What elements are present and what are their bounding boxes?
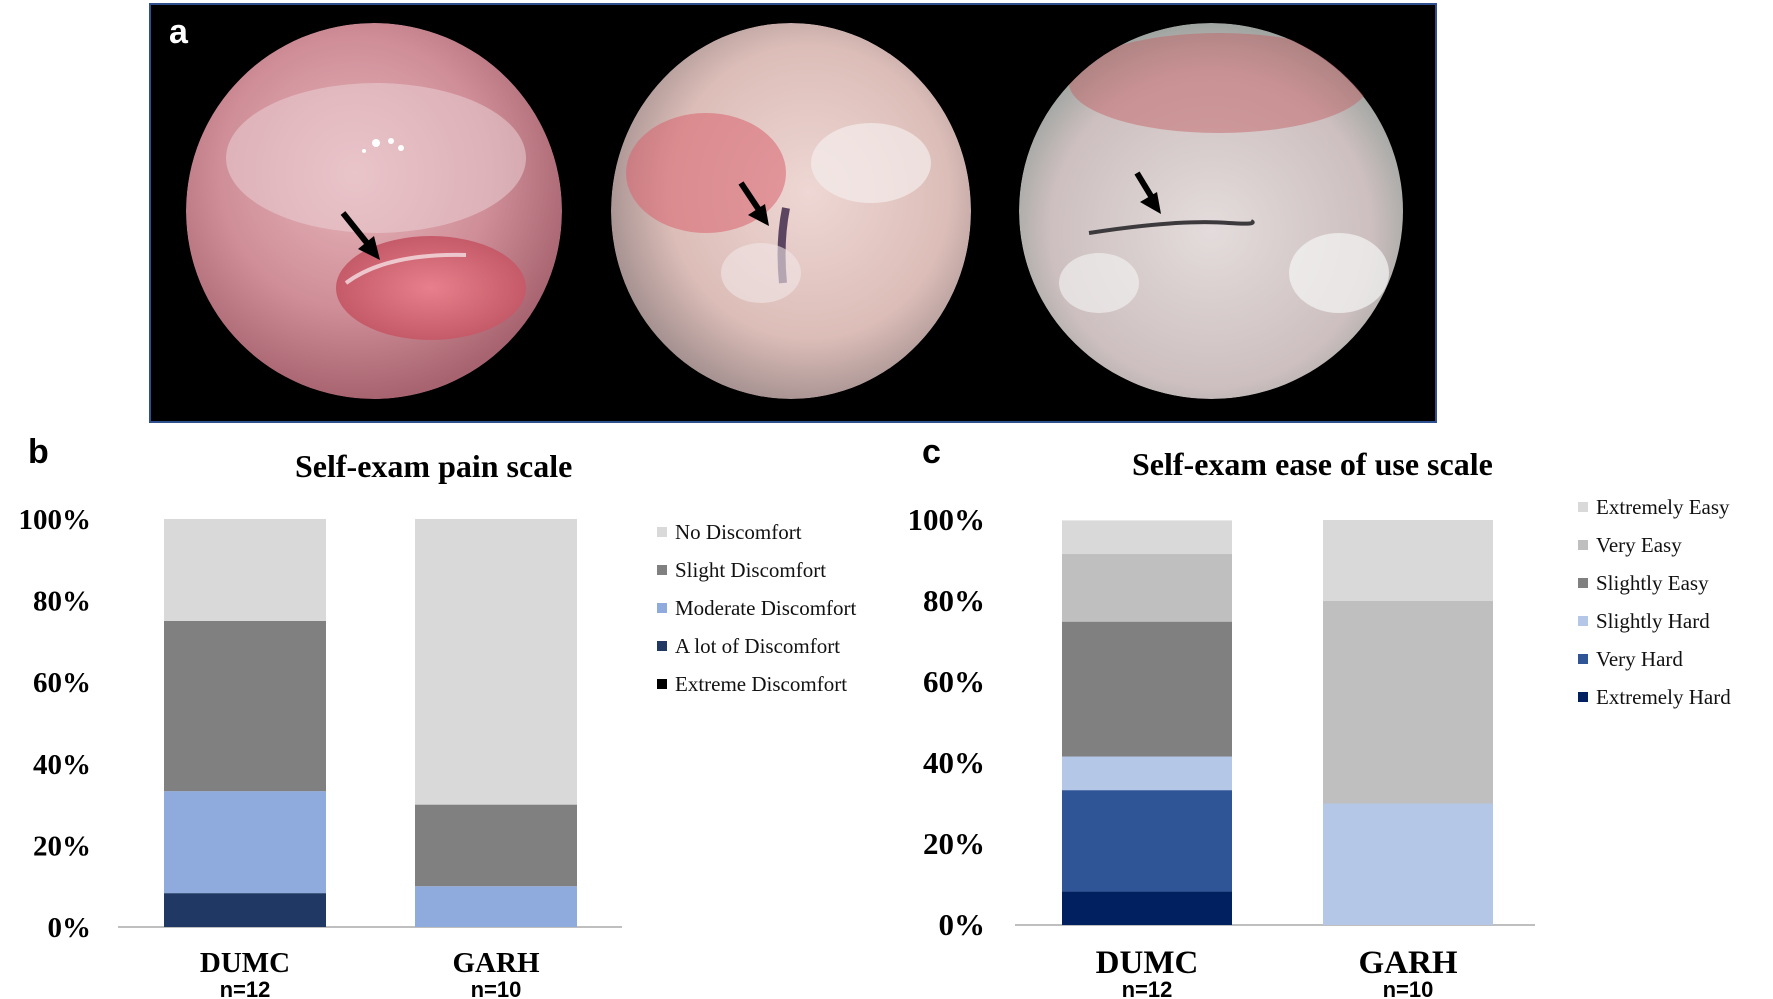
y-tick-label: 80% bbox=[923, 583, 985, 618]
sample-size-label: n=10 bbox=[471, 977, 522, 999]
bar-segment-dumc-very-hard bbox=[1062, 790, 1232, 892]
panel-letter-a: a bbox=[169, 13, 188, 51]
pain-scale-legend: No Discomfort Slight Discomfort Moderate D… bbox=[657, 513, 856, 703]
bar-segment-dumc-slight-discomfort bbox=[164, 621, 326, 792]
y-tick-label: 60% bbox=[923, 664, 985, 699]
legend-item: Very Easy bbox=[1578, 526, 1731, 564]
endoscopic-image-2 bbox=[611, 23, 971, 399]
legend-item: Slight Discomfort bbox=[657, 551, 856, 589]
bar-segment-dumc-a-lot-of-discomfort bbox=[164, 893, 326, 927]
legend-item: No Discomfort bbox=[657, 513, 856, 551]
legend-item: Very Hard bbox=[1578, 640, 1731, 678]
y-tick-label: 40% bbox=[923, 745, 985, 780]
legend-swatch bbox=[1578, 616, 1588, 626]
sample-size-label: n=12 bbox=[220, 977, 271, 999]
bar-segment-dumc-no-discomfort bbox=[164, 519, 326, 621]
legend-item: Moderate Discomfort bbox=[657, 589, 856, 627]
x-category-label: GARH bbox=[1359, 945, 1458, 981]
bar-segment-dumc-slightly-hard bbox=[1062, 756, 1232, 791]
arrow-icon bbox=[738, 181, 769, 226]
sample-size-label: n=10 bbox=[1383, 977, 1434, 999]
legend-item: Extremely Hard bbox=[1578, 678, 1731, 716]
legend-label: Very Hard bbox=[1596, 646, 1683, 671]
bar-segment-dumc-slightly-easy bbox=[1062, 621, 1232, 757]
x-category-label: DUMC bbox=[1096, 945, 1199, 981]
y-tick-label: 60% bbox=[33, 667, 91, 699]
y-tick-label: 80% bbox=[33, 586, 91, 618]
legend-label: A lot of Discomfort bbox=[675, 633, 841, 658]
legend-swatch bbox=[1578, 578, 1588, 588]
y-tick-label: 0% bbox=[939, 907, 986, 942]
y-tick-label: 20% bbox=[33, 830, 91, 862]
bar-segment-garh-slight-discomfort bbox=[415, 804, 577, 887]
legend-swatch bbox=[1578, 502, 1588, 512]
legend-swatch bbox=[657, 527, 667, 537]
legend-label: Extremely Easy bbox=[1596, 494, 1730, 519]
legend-item: Slightly Easy bbox=[1578, 564, 1731, 602]
legend-swatch bbox=[1578, 540, 1588, 550]
legend-label: Slight Discomfort bbox=[675, 557, 827, 582]
arrow-icon bbox=[340, 211, 380, 260]
endoscopic-image-1 bbox=[186, 23, 562, 399]
legend-label: Extremely Hard bbox=[1596, 684, 1731, 709]
bar-segment-garh-slightly-hard bbox=[1323, 803, 1493, 925]
legend-label: Slightly Easy bbox=[1596, 570, 1709, 595]
bar-segment-dumc-very-easy bbox=[1062, 554, 1232, 622]
legend-swatch bbox=[1578, 692, 1588, 702]
x-category-label: DUMC bbox=[200, 947, 290, 979]
bar-segment-dumc-extremely-easy bbox=[1062, 520, 1232, 555]
legend-item: A lot of Discomfort bbox=[657, 627, 856, 665]
y-tick-label: 20% bbox=[923, 826, 985, 861]
bar-segment-garh-moderate-discomfort bbox=[415, 886, 577, 927]
legend-swatch bbox=[1578, 654, 1588, 664]
y-tick-label: 100% bbox=[908, 502, 986, 537]
bar-segment-garh-extremely-easy bbox=[1323, 520, 1493, 601]
legend-label: Moderate Discomfort bbox=[675, 595, 857, 620]
legend-label: Very Easy bbox=[1596, 532, 1682, 557]
legend-item: Extremely Easy bbox=[1578, 488, 1731, 526]
y-tick-label: 40% bbox=[33, 749, 91, 781]
legend-label: Slightly Hard bbox=[1596, 608, 1710, 633]
legend-item: Slightly Hard bbox=[1578, 602, 1731, 640]
legend-swatch bbox=[657, 565, 667, 575]
chart-title-pain: Self-exam pain scale bbox=[295, 448, 573, 484]
endoscopic-image-panel: a bbox=[149, 3, 1437, 423]
y-tick-label: 0% bbox=[48, 912, 92, 944]
panel-letter-c: c bbox=[922, 433, 941, 471]
bar-segment-dumc-moderate-discomfort bbox=[164, 791, 326, 894]
chart-title-ease: Self-exam ease of use scale bbox=[1132, 446, 1493, 482]
bar-segment-garh-very-easy bbox=[1323, 601, 1493, 804]
legend-swatch bbox=[657, 641, 667, 651]
y-tick-label: 100% bbox=[19, 504, 92, 536]
bar-segment-garh-no-discomfort bbox=[415, 519, 577, 805]
endoscopic-image-3 bbox=[1019, 23, 1403, 399]
arrow-icon bbox=[1134, 171, 1161, 214]
bar-segment-dumc-extremely-hard bbox=[1062, 891, 1232, 925]
sample-size-label: n=12 bbox=[1122, 977, 1173, 999]
panel-letter-b: b bbox=[28, 433, 49, 471]
legend-swatch bbox=[657, 603, 667, 613]
legend-label: Extreme Discomfort bbox=[675, 671, 848, 696]
x-category-label: GARH bbox=[453, 947, 540, 979]
ease-of-use-legend: Extremely Easy Very Easy Slightly Easy Slig… bbox=[1578, 488, 1731, 716]
legend-label: No Discomfort bbox=[675, 519, 802, 544]
legend-swatch bbox=[657, 679, 667, 689]
legend-item: Extreme Discomfort bbox=[657, 665, 856, 703]
